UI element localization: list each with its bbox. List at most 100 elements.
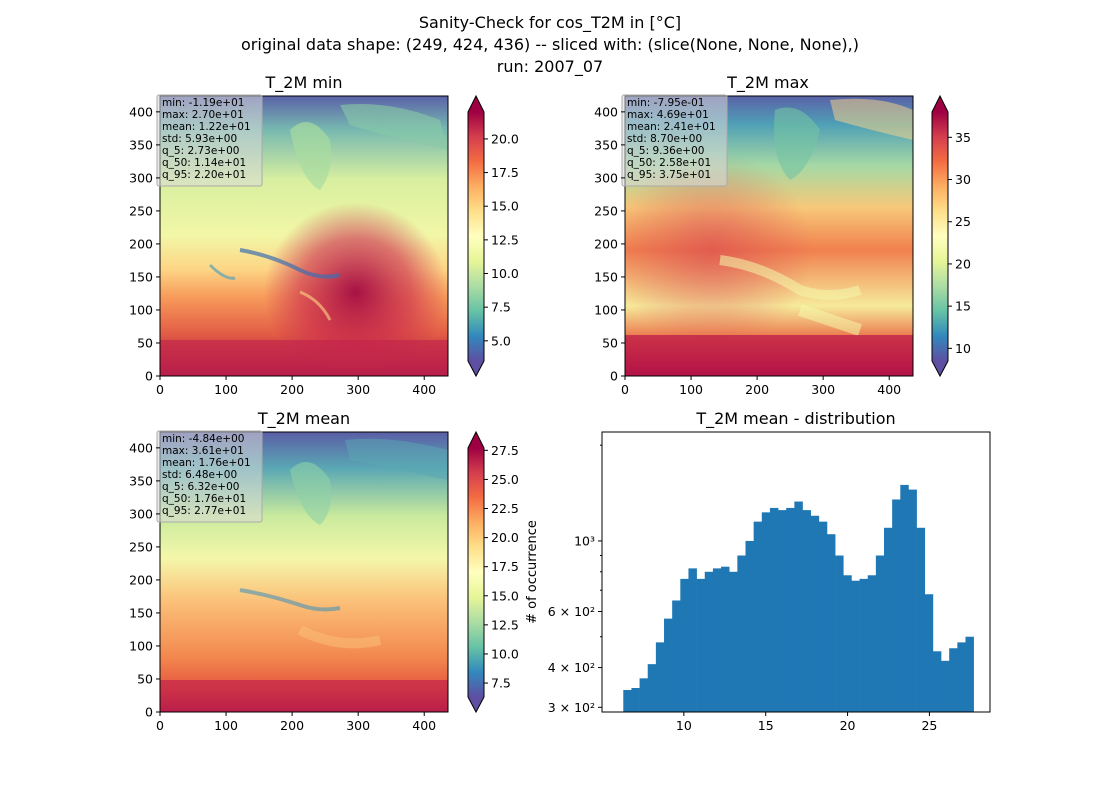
figure-title-line-1: Sanity-Check for cos_T2M in [°C]	[419, 13, 681, 33]
colorbar-tick-label: 35	[955, 130, 971, 145]
y-tick-label: 0	[610, 369, 618, 384]
x-axis: 10 15 20 25	[676, 712, 937, 733]
colorbar-tick-label: 20.0	[491, 131, 519, 146]
stat-min: min: -4.84e+00	[162, 433, 244, 445]
colorbar-tick-label: 15	[955, 299, 971, 314]
y-tick-label: 300	[594, 170, 618, 185]
y-tick-label: 150	[129, 605, 153, 620]
histogram-bar	[639, 678, 649, 712]
x-tick-label: 300	[346, 382, 370, 397]
y-tick-label: 150	[594, 269, 618, 284]
x-tick-label: 400	[412, 718, 436, 733]
y-tick-label: 6 × 10²	[548, 604, 595, 619]
colorbar-tick-label: 15.0	[491, 199, 519, 214]
colorbar-tick-label: 12.5	[491, 617, 519, 632]
x-tick-label: 100	[214, 382, 238, 397]
stat-q50: q_50: 1.14e+01	[162, 157, 246, 169]
colorbar-tick-label: 12.5	[491, 232, 519, 247]
y-tick-label: 50	[137, 671, 153, 686]
histogram-bar	[729, 571, 738, 712]
y-tick-label: 3 × 10²	[548, 700, 595, 715]
y-tick-label: 400	[129, 440, 153, 455]
stat-mean: mean: 1.22e+01	[162, 121, 251, 133]
stat-std: std: 5.93e+00	[162, 133, 237, 145]
colorbar-tick-label: 27.5	[491, 443, 519, 458]
panel-t2m-mean: T_2M mean min: -4.84e+00 max: 3.61e+01 m…	[129, 409, 519, 733]
x-tick-label: 0	[156, 382, 164, 397]
panel-t2m-min: T_2M min min: -1.19e+01 max: 2.70e+01 me…	[129, 73, 519, 397]
histogram-bar	[794, 501, 803, 712]
panel-title: T_2M max	[726, 73, 809, 93]
colorbar-tick-label: 25.0	[491, 472, 519, 487]
colorbar-tick-label: 17.5	[491, 559, 519, 574]
panel-distribution: T_2M mean - distribution 10 15 20 25 3 × 10…	[525, 409, 991, 733]
y-axis: 0 50 100 150 200 250 300 350 400	[129, 104, 160, 384]
stat-q50: q_50: 2.58e+01	[627, 157, 711, 169]
y-tick-label: 250	[129, 539, 153, 554]
y-tick-label: 50	[602, 335, 618, 350]
histogram-bar	[688, 568, 697, 712]
figure-title-line-3: run: 2007_07	[497, 57, 603, 77]
colorbar-tick-label: 17.5	[491, 165, 519, 180]
histogram-bar	[851, 580, 860, 712]
colorbar-tick-label: 25	[955, 214, 971, 229]
y-tick-label: 150	[129, 269, 153, 284]
stat-q5: q_5: 2.73e+00	[162, 145, 239, 157]
stat-std: std: 6.48e+00	[162, 469, 237, 481]
histogram-bar	[704, 571, 714, 712]
stat-min: min: -1.19e+01	[162, 97, 244, 109]
histogram-bar	[843, 575, 852, 712]
stats-box: min: -4.84e+00 max: 3.61e+01 mean: 1.76e…	[156, 430, 263, 523]
x-tick-label: 0	[621, 382, 629, 397]
histogram-bar	[859, 578, 869, 712]
histogram-bar	[680, 578, 689, 712]
stat-mean: mean: 2.41e+01	[627, 121, 716, 133]
panel-t2m-max: T_2M max min: -7.95e-01 max: 4.69e+01 me…	[594, 73, 971, 397]
y-axis: 3 × 10² 4 × 10² 6 × 10² 10³	[548, 444, 602, 715]
stat-q5: q_5: 6.32e+00	[162, 481, 239, 493]
y-tick-label: 200	[129, 572, 153, 587]
x-tick-label: 400	[412, 382, 436, 397]
x-tick-label: 200	[280, 382, 304, 397]
histogram-bar	[672, 600, 681, 712]
histogram-bar	[867, 575, 877, 712]
colorbar-tick-label: 22.5	[491, 501, 519, 516]
stat-std: std: 8.70e+00	[627, 133, 702, 145]
x-tick-label: 300	[811, 382, 835, 397]
histogram-bar	[778, 510, 787, 712]
colorbar-tick-label: 10	[955, 341, 971, 356]
y-tick-label: 350	[129, 137, 153, 152]
histogram-bar	[957, 642, 966, 712]
colorbar-tick-label: 15.0	[491, 588, 519, 603]
x-tick-label: 15	[758, 718, 774, 733]
stat-max: max: 4.69e+01	[627, 109, 709, 121]
histogram-bar	[875, 555, 885, 712]
histogram-bar	[769, 507, 779, 712]
histogram-bar	[623, 690, 632, 712]
y-tick-label: 200	[594, 236, 618, 251]
x-tick-label: 100	[679, 382, 703, 397]
histogram-bar	[745, 540, 754, 712]
x-tick-label: 25	[921, 718, 937, 733]
histogram-bar	[884, 527, 893, 712]
stat-q50: q_50: 1.76e+01	[162, 493, 246, 505]
x-axis: 0 100 200 300 400	[156, 712, 436, 733]
panel-title: T_2M mean - distribution	[695, 409, 895, 429]
histogram-bar	[826, 534, 836, 712]
x-tick-label: 200	[745, 382, 769, 397]
histogram-bar	[647, 664, 657, 712]
y-tick-label: 400	[594, 104, 618, 119]
y-tick-label: 250	[129, 203, 153, 218]
colorbar-tick-label: 20	[955, 256, 971, 271]
panel-title: T_2M mean	[257, 409, 350, 429]
figure-title-line-2: original data shape: (249, 424, 436) -- …	[241, 35, 859, 54]
colorbar-tick-label: 5.0	[491, 333, 511, 348]
stat-q5: q_5: 9.36e+00	[627, 145, 704, 157]
y-tick-label: 100	[129, 638, 153, 653]
x-tick-label: 400	[877, 382, 901, 397]
histogram-bar	[941, 660, 950, 712]
stat-min: min: -7.95e-01	[627, 97, 704, 109]
colorbar: 5.0 7.5 10.0 12.5 15.0 17.5 20.0	[467, 94, 519, 378]
histogram-bar	[802, 510, 811, 712]
